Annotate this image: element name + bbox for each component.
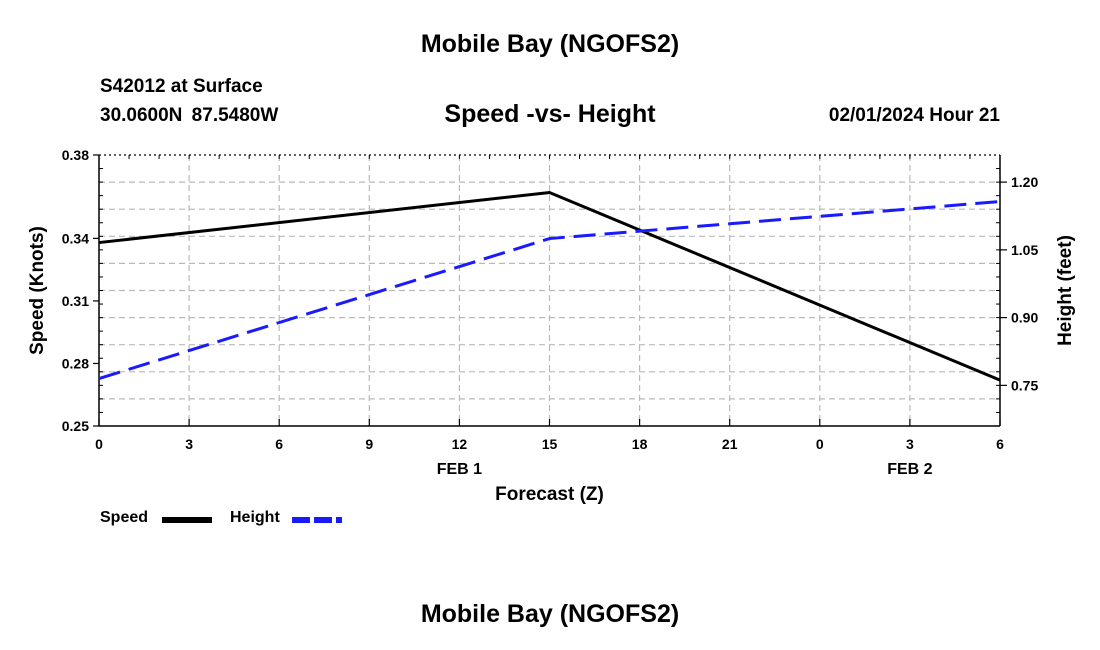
x-tick-label: 6 bbox=[996, 436, 1004, 452]
chart-title: Speed -vs- Height bbox=[444, 100, 656, 128]
x-tick-label: 9 bbox=[365, 436, 373, 452]
legend-label-height: Height bbox=[230, 509, 280, 526]
y2-axis-label: Height (feet) bbox=[1055, 235, 1076, 346]
series-line-speed bbox=[98, 190, 1001, 382]
page-title-footer: Mobile Bay (NGOFS2) bbox=[420, 600, 680, 628]
forecast-datetime: 02/01/2024 Hour 21 bbox=[828, 105, 1000, 126]
coordinates-label: 30.0600N 87.5480W bbox=[100, 105, 279, 126]
y2-tick-label: 1.20 bbox=[1011, 174, 1038, 190]
x-tick-label: 6 bbox=[275, 436, 283, 452]
y2-tick-label: 0.90 bbox=[1011, 310, 1038, 326]
y-tick-label: 0.34 bbox=[62, 230, 89, 246]
x-tick-label: 3 bbox=[906, 436, 914, 452]
x-date-label: FEB 1 bbox=[437, 461, 482, 478]
station-label: S42012 at Surface bbox=[100, 76, 263, 97]
y-tick-label: 0.28 bbox=[62, 355, 89, 371]
x-axis-label: Forecast (Z) bbox=[495, 484, 604, 505]
y2-tick-label: 0.75 bbox=[1011, 377, 1038, 393]
x-tick-label: 0 bbox=[95, 436, 103, 452]
legend-label-speed: Speed bbox=[100, 509, 149, 526]
y-tick-label: 0.38 bbox=[62, 147, 89, 163]
x-tick-label: 21 bbox=[722, 436, 738, 452]
y2-tick-label: 1.05 bbox=[1011, 242, 1038, 258]
x-tick-label: 12 bbox=[452, 436, 468, 452]
y-axis-label: Speed (Knots) bbox=[27, 226, 48, 355]
y-tick-label: 0.31 bbox=[62, 293, 89, 309]
x-tick-label: 15 bbox=[542, 436, 558, 452]
x-tick-label: 0 bbox=[816, 436, 824, 452]
x-date-label: FEB 2 bbox=[887, 461, 932, 478]
x-tick-label: 18 bbox=[632, 436, 648, 452]
page-title: Mobile Bay (NGOFS2) bbox=[420, 30, 680, 58]
y-tick-label: 0.25 bbox=[62, 418, 89, 434]
series-line-height bbox=[98, 200, 1001, 381]
x-tick-label: 3 bbox=[185, 436, 193, 452]
